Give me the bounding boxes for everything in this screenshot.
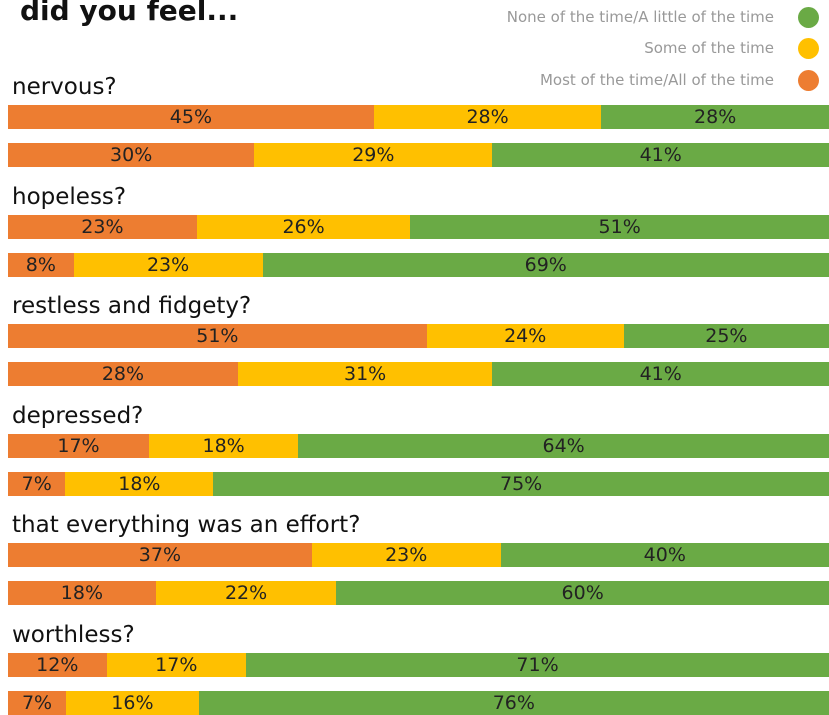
- chart-title: did you feel...: [20, 0, 239, 27]
- bar-segment-most: 28%: [8, 362, 238, 386]
- bar-row: 8% 23% 69%: [8, 252, 829, 277]
- bar-segment-some: 18%: [65, 471, 214, 496]
- bar-segment-most: 45%: [8, 105, 374, 129]
- bar-segment-some: 26%: [196, 214, 411, 239]
- bar-segment-none: 41%: [492, 143, 829, 167]
- bar-row: 28% 31% 41%: [8, 362, 829, 386]
- bar-segment-most: 30%: [8, 143, 255, 167]
- bar-row: 17% 18% 64%: [8, 433, 829, 458]
- bar-segment-none: 76%: [198, 690, 829, 715]
- bar-segment-most: 7%: [8, 471, 66, 496]
- bar-segment-most: 12%: [8, 652, 107, 677]
- bar-segment-most: 51%: [8, 324, 427, 348]
- bar-segment-most: 18%: [8, 581, 156, 605]
- bar-row: 37% 23% 40%: [8, 543, 829, 567]
- bar-segment-none: 71%: [246, 652, 829, 677]
- bar-segment-most: 8%: [8, 252, 74, 277]
- bar-row: 18% 22% 60%: [8, 581, 829, 605]
- legend-label-some: Some of the time: [644, 39, 774, 57]
- bar-row: 12% 17% 71%: [8, 652, 829, 677]
- bar-segment-none: 75%: [213, 471, 829, 496]
- bar-segment-some: 23%: [73, 252, 263, 277]
- bar-segment-none: 25%: [623, 324, 829, 348]
- bar-segment-none: 51%: [410, 214, 829, 239]
- bar-segment-some: 31%: [237, 362, 493, 386]
- bar-segment-none: 28%: [601, 105, 829, 129]
- bar-row: 7% 16% 76%: [8, 690, 829, 715]
- bar-row: 45% 28% 28%: [8, 105, 829, 129]
- question-label: nervous?: [12, 74, 117, 100]
- bar-segment-some: 29%: [254, 143, 493, 167]
- bar-row: 30% 29% 41%: [8, 143, 829, 167]
- legend-dot-most: [798, 70, 819, 91]
- bar-segment-some: 16%: [66, 690, 199, 715]
- bar-segment-some: 28%: [373, 105, 602, 129]
- bar-segment-none: 40%: [500, 543, 829, 567]
- legend-label-most: Most of the time/All of the time: [539, 71, 774, 89]
- bar-segment-some: 24%: [426, 324, 624, 348]
- bar-segment-none: 64%: [298, 433, 829, 458]
- question-label: that everything was an effort?: [12, 512, 361, 538]
- legend-label-none: None of the time/A little of the time: [506, 8, 774, 26]
- bar-segment-none: 41%: [492, 362, 829, 386]
- bar-segment-most: 17%: [8, 433, 149, 458]
- question-label: restless and fidgety?: [12, 293, 252, 319]
- bar-segment-none: 60%: [336, 581, 829, 605]
- question-label: depressed?: [12, 402, 144, 429]
- bar-row: 23% 26% 51%: [8, 214, 829, 239]
- question-label: worthless?: [12, 621, 135, 648]
- bar-segment-some: 23%: [311, 543, 501, 567]
- bar-segment-most: 37%: [8, 543, 312, 567]
- bar-segment-some: 18%: [148, 433, 299, 458]
- bar-segment-most: 23%: [8, 214, 197, 239]
- question-label: hopeless?: [12, 183, 127, 210]
- bar-row: 7% 18% 75%: [8, 471, 829, 496]
- bar-segment-none: 69%: [262, 252, 829, 277]
- bar-row: 51% 24% 25%: [8, 324, 829, 348]
- bar-segment-some: 17%: [106, 652, 247, 677]
- legend-dot-some: [798, 38, 819, 59]
- bar-segment-some: 22%: [155, 581, 337, 605]
- bar-segment-most: 7%: [8, 690, 67, 715]
- legend-dot-none: [798, 7, 819, 28]
